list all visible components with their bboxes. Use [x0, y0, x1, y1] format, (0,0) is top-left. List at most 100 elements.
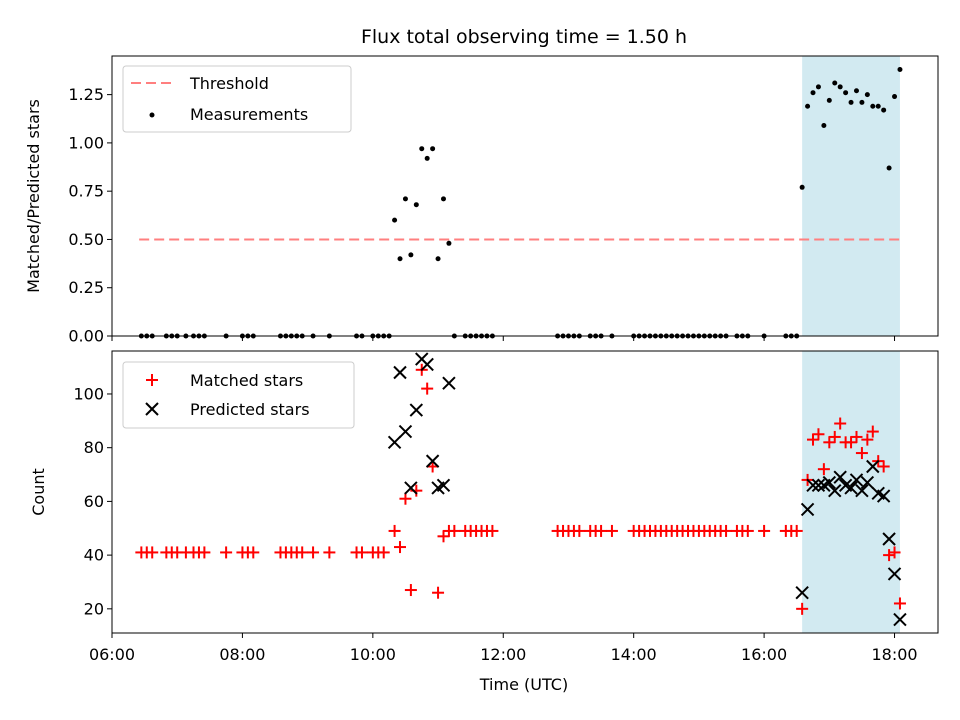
x-axis-label: Time (UTC) [479, 675, 568, 694]
bottom-y-axis-label: Count [29, 468, 48, 516]
predicted-star-stroke [393, 365, 407, 380]
predicted-star-point [882, 532, 896, 546]
legend-predicted-label: Predicted stars [190, 400, 310, 419]
bottom-x-ticks: 06:00 08:00 10:00 12:00 14:00 16:00 18:00 [89, 633, 918, 664]
top-panel: 0.00 0.25 0.50 0.75 1.00 1.25 Matched/Predict… [24, 55, 939, 346]
measurement-point [853, 88, 859, 94]
measurement-point [897, 67, 903, 73]
x-tick-label: 10:00 [350, 645, 396, 664]
predicted-star-point [393, 365, 407, 380]
predicted-star-stroke [404, 481, 418, 495]
matched-star-point [812, 428, 825, 441]
predicted-star-point [849, 473, 864, 487]
measurement-point [837, 84, 843, 90]
top-panel-frame [111, 55, 939, 337]
predicted-star-point [806, 478, 820, 492]
predicted-star-stroke [811, 478, 826, 492]
measurement-point [892, 94, 898, 100]
bottom-y-tick-label: 20 [84, 599, 104, 618]
matched-star-point [758, 524, 771, 537]
top-x-ticks [111, 336, 896, 341]
legend-measurements-swatch [149, 112, 155, 118]
matched-star-point [834, 417, 847, 430]
predicted-star-point [409, 403, 424, 417]
predicted-star-stroke [871, 486, 885, 501]
matched-star-point [355, 546, 368, 559]
matched-star-point [855, 447, 868, 460]
predicted-star-stroke [893, 612, 907, 627]
matched-star-point [828, 430, 841, 443]
predicted-star-point [855, 483, 869, 498]
measurement-point [843, 90, 849, 96]
top-legend: Threshold Measurements [122, 65, 352, 133]
predicted-star-stroke [398, 424, 413, 439]
predicted-star-point [822, 475, 837, 490]
predicted-star-point [442, 376, 456, 390]
predicted-star-point [887, 567, 902, 581]
x-tick-label: 12:00 [480, 645, 526, 664]
matched-star-point [861, 433, 874, 446]
measurement-point [881, 107, 887, 113]
predicted-star-point [876, 489, 891, 503]
top-y-tick-label: 0.50 [68, 230, 104, 249]
measurement-point [430, 146, 436, 152]
x-tick-label: 18:00 [871, 645, 917, 664]
matched-star-point [146, 546, 159, 559]
predicted-star-point [800, 502, 815, 517]
measurement-point [848, 99, 854, 105]
measurement-point [886, 165, 892, 171]
measurement-point [815, 84, 821, 90]
predicted-star-stroke [838, 478, 853, 492]
bottom-y-tick-label: 60 [84, 492, 104, 511]
measurement-point [870, 103, 876, 109]
matched-star-point [399, 492, 412, 505]
top-highlight-span [802, 56, 900, 336]
matched-star-point [790, 524, 803, 537]
matched-star-point [883, 549, 896, 562]
measurement-point [832, 80, 838, 86]
measurement-point [859, 99, 865, 105]
matched-star-point [220, 546, 233, 559]
predicted-star-stroke [420, 357, 434, 372]
bottom-legend-box [122, 361, 355, 429]
matched-star-point [296, 546, 309, 559]
bottom-y-tick-label: 80 [84, 438, 104, 457]
matched-star-point [448, 524, 461, 537]
predicted-star-stroke [409, 403, 424, 417]
top-y-tick-label: 1.00 [68, 133, 104, 152]
legend-matched-swatch [146, 374, 158, 386]
measurement-point [392, 217, 398, 223]
predicted-star-stroke [822, 475, 837, 490]
predicted-star-stroke [882, 532, 896, 546]
predicted-star-stroke [849, 473, 864, 487]
predicted-star-point [387, 435, 402, 450]
bottom-highlight-span [802, 351, 900, 633]
matched-star-point [845, 436, 858, 449]
predicted-star-point [425, 454, 440, 468]
x-tick-label: 06:00 [89, 645, 135, 664]
measurement-point [826, 97, 832, 103]
top-y-tick-label: 0.25 [68, 278, 104, 297]
matched-star-point [404, 584, 417, 597]
matched-star-point [807, 433, 820, 446]
matched-star-point [486, 524, 499, 537]
bottom-panel: 20 40 60 80 100 06:00 08:00 10:00 12:00 14:00 16:… [29, 350, 939, 694]
measurement-point [799, 184, 805, 190]
chart-title: Flux total observing time = 1.50 h [361, 26, 687, 48]
legend-measurements-label: Measurements [190, 105, 308, 124]
predicted-star-stroke [828, 483, 842, 498]
matched-star-point [573, 524, 586, 537]
predicted-star-point [893, 612, 907, 627]
matched-star-point [720, 524, 733, 537]
matched-star-point [388, 524, 401, 537]
top-y-tick-label: 0.00 [68, 327, 104, 346]
count-points [135, 352, 907, 627]
matched-star-point [893, 597, 906, 610]
measurement-point [397, 256, 403, 262]
predicted-star-stroke [855, 483, 869, 498]
matched-star-point [866, 425, 879, 438]
matched-star-point [307, 546, 320, 559]
top-y-tick-label: 0.75 [68, 182, 104, 201]
matched-star-point [377, 546, 390, 559]
matched-star-point [796, 602, 809, 615]
